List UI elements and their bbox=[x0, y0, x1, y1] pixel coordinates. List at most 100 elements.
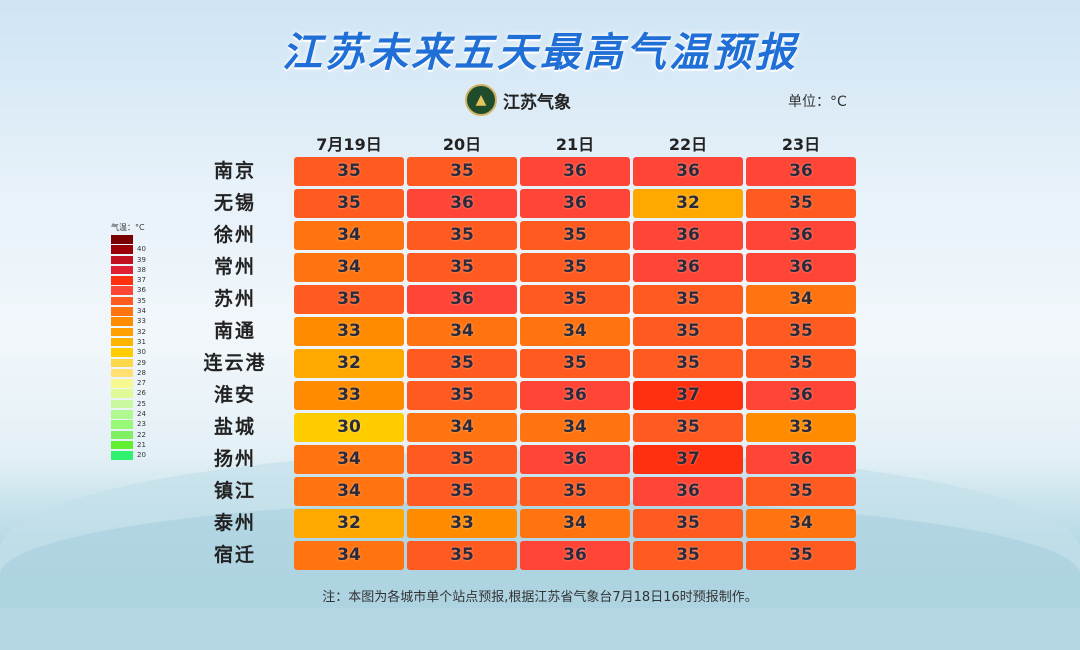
legend-swatch bbox=[111, 317, 133, 326]
legend-label: 36 bbox=[137, 286, 146, 295]
temperature-cell: 37 bbox=[633, 445, 743, 474]
legend-item: 28 bbox=[111, 368, 146, 379]
temperature-cell: 36 bbox=[633, 221, 743, 250]
legend-item: 22 bbox=[111, 430, 146, 441]
temperature-cell: 33 bbox=[294, 381, 404, 410]
legend-label: 26 bbox=[137, 389, 146, 398]
legend-swatch bbox=[111, 440, 133, 450]
legend-item: 39 bbox=[111, 255, 146, 266]
legend-swatch bbox=[111, 327, 133, 337]
legend-label: 32 bbox=[137, 327, 146, 336]
city-label: 扬州 bbox=[213, 448, 256, 470]
legend-swatch bbox=[111, 276, 133, 285]
temperature-cell: 35 bbox=[746, 189, 856, 218]
legend-swatch bbox=[111, 451, 133, 460]
legend-swatch bbox=[111, 296, 133, 306]
legend-label: 40 bbox=[137, 245, 146, 254]
legend-item: 33 bbox=[111, 317, 146, 327]
legend-item: 37 bbox=[111, 276, 146, 286]
legend-label: 20 bbox=[137, 451, 146, 460]
temperature-cell: 36 bbox=[407, 189, 517, 218]
legend-item: 23 bbox=[111, 420, 146, 430]
temperature-cell: 35 bbox=[633, 509, 743, 538]
temperature-cell: 36 bbox=[520, 381, 630, 410]
legend-label: 35 bbox=[137, 296, 146, 305]
legend-item: 38 bbox=[111, 265, 146, 276]
city-label: 南通 bbox=[213, 320, 256, 342]
legend-item: 24 bbox=[111, 410, 146, 420]
temperature-cell: 36 bbox=[746, 253, 856, 282]
temperature-cell: 30 bbox=[294, 413, 404, 442]
legend-item: 31 bbox=[111, 337, 146, 348]
temperature-cell: 35 bbox=[633, 413, 743, 442]
temperature-cell: 35 bbox=[633, 349, 743, 378]
logo-text: 江苏气象 bbox=[503, 92, 571, 113]
temperature-cell: 36 bbox=[746, 381, 856, 410]
city-label: 常州 bbox=[213, 256, 256, 278]
temperature-cell: 33 bbox=[407, 509, 517, 538]
legend-label: 33 bbox=[137, 317, 146, 326]
temperature-cell: 33 bbox=[294, 317, 404, 346]
temperature-cell: 35 bbox=[407, 349, 517, 378]
temperature-cell: 36 bbox=[633, 157, 743, 186]
legend-item: 27 bbox=[111, 379, 146, 389]
legend-item: 34 bbox=[111, 307, 146, 317]
city-label: 盐城 bbox=[213, 416, 256, 438]
temperature-cell: 36 bbox=[746, 157, 856, 186]
temperature-cell: 35 bbox=[407, 445, 517, 474]
temperature-cell: 35 bbox=[294, 157, 404, 186]
legend-item: 35 bbox=[111, 296, 146, 307]
legend-label: 23 bbox=[137, 420, 146, 429]
legend-label: 31 bbox=[137, 337, 146, 346]
temperature-cell: 36 bbox=[746, 221, 856, 250]
legend-item: 29 bbox=[111, 358, 146, 369]
legend-swatch bbox=[111, 348, 133, 357]
legend-item: 40 bbox=[111, 245, 146, 255]
city-label: 镇江 bbox=[213, 480, 256, 502]
temperature-cell: 35 bbox=[407, 253, 517, 282]
temperature-cell: 35 bbox=[746, 541, 856, 570]
temperature-cell: 36 bbox=[746, 445, 856, 474]
temperature-cell: 36 bbox=[633, 253, 743, 282]
legend-item: 26 bbox=[111, 389, 146, 399]
legend-item: 20 bbox=[111, 451, 146, 461]
legend-label: 34 bbox=[137, 307, 146, 316]
temperature-cell: 35 bbox=[294, 285, 404, 314]
legend-label: 29 bbox=[137, 358, 146, 367]
legend-item: 25 bbox=[111, 399, 146, 410]
temperature-cell: 36 bbox=[520, 157, 630, 186]
legend-title: 气温：°C bbox=[111, 223, 145, 232]
legend-swatch bbox=[111, 379, 133, 388]
temperature-cell: 34 bbox=[294, 541, 404, 570]
city-label: 连云港 bbox=[203, 352, 267, 374]
legend-label: 25 bbox=[137, 399, 146, 408]
legend-swatch bbox=[111, 430, 133, 440]
temperature-cell: 35 bbox=[407, 541, 517, 570]
temperature-cell: 35 bbox=[746, 317, 856, 346]
legend: 气温：°C 40 39 38 37 36 35 34 33 32 31 30 29 28 27 26 25 24… bbox=[111, 222, 146, 462]
logo: ▲ 江苏气象 bbox=[465, 84, 571, 116]
city-label: 徐州 bbox=[213, 224, 256, 246]
legend-item: 21 bbox=[111, 440, 146, 451]
column-header: 21日 bbox=[555, 135, 595, 154]
temperature-cell: 35 bbox=[746, 349, 856, 378]
page-title: 江苏未来五天最高气温预报 bbox=[282, 30, 798, 76]
temperature-cell: 32 bbox=[294, 509, 404, 538]
temperature-cell: 32 bbox=[633, 189, 743, 218]
legend-swatch bbox=[111, 410, 133, 419]
legend-label: 38 bbox=[137, 265, 146, 274]
temperature-cell: 35 bbox=[294, 189, 404, 218]
temperature-cell: 36 bbox=[633, 477, 743, 506]
legend-swatch bbox=[111, 307, 133, 316]
city-label: 淮安 bbox=[213, 384, 256, 406]
legend-swatch bbox=[111, 255, 133, 265]
temperature-cell: 35 bbox=[633, 541, 743, 570]
temperature-cell: 34 bbox=[294, 477, 404, 506]
meteorological-seal-icon: ▲ bbox=[465, 84, 497, 116]
temperature-cell: 35 bbox=[520, 477, 630, 506]
temperature-cell: 34 bbox=[294, 445, 404, 474]
legend-swatch bbox=[111, 265, 133, 275]
temperature-cell: 34 bbox=[294, 221, 404, 250]
temperature-cell: 34 bbox=[294, 253, 404, 282]
legend-label: 37 bbox=[137, 276, 146, 285]
